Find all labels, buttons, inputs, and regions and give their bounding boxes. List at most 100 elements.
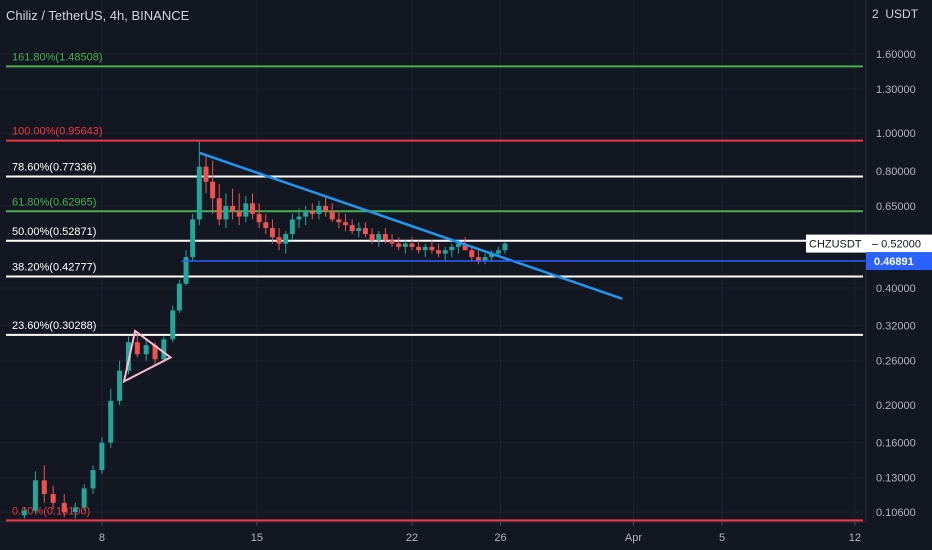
candle-body	[495, 250, 501, 254]
candle-body	[170, 310, 176, 340]
candle-body	[81, 488, 87, 508]
support-price-tag-box	[866, 252, 932, 271]
candle-body	[436, 250, 442, 254]
candle-body	[134, 342, 140, 355]
price-axis-label: 0.13000	[876, 473, 916, 485]
candle-body	[396, 243, 402, 247]
candle-body	[349, 225, 355, 232]
candle-body	[502, 243, 508, 251]
price-axis-label: 0.20000	[876, 400, 916, 412]
price-axis-label: 0.32000	[876, 321, 916, 333]
time-axis-label: 5	[719, 532, 725, 544]
price-axis-label: 1.60000	[876, 49, 916, 61]
candle-body	[389, 240, 395, 244]
candle-body	[152, 345, 158, 360]
candle-body	[210, 181, 216, 199]
fib-level-label: 0.00%(0.10100)	[12, 505, 90, 517]
price-tags: CHZUSDT– 0.5200002:58:180.46891	[806, 234, 932, 271]
currency-label[interactable]: 2 USDT	[872, 7, 918, 21]
candle-body	[269, 228, 275, 238]
candle-body	[196, 166, 202, 220]
fib-level-label: 161.80%(1.48508)	[12, 51, 103, 63]
last-price-tag-box	[866, 234, 932, 253]
candle-body	[316, 205, 322, 214]
candle-body	[72, 507, 78, 513]
fib-level-label: 38.20%(0.42777)	[12, 262, 96, 274]
candle-body	[256, 213, 262, 223]
price-axis-label: 0.80000	[876, 166, 916, 178]
candle-body	[61, 502, 67, 513]
candle-body	[90, 470, 96, 489]
time-axis-label: 12	[849, 532, 861, 544]
last-price-tag-text: – 0.52000	[872, 239, 921, 251]
candle-body	[41, 480, 47, 495]
fibonacci-retracement[interactable]: 161.80%(1.48508) 100.00%(0.95643) 78.60%(0…	[6, 51, 863, 522]
price-axis-label: 0.16000	[876, 438, 916, 450]
symbol-title[interactable]: Chiliz / TetherUS, 4h, BINANCE	[6, 8, 190, 23]
candle-body	[263, 222, 269, 229]
time-axis-label: 8	[99, 532, 105, 544]
support-price-tag-text: 0.46891	[874, 256, 914, 268]
candle-body	[230, 205, 236, 212]
candle-body	[475, 257, 481, 261]
candle-body	[125, 342, 131, 371]
price-axis-label: 0.40000	[876, 283, 916, 295]
time-axis-label: 26	[494, 532, 506, 544]
candle-body	[243, 203, 249, 217]
trendline[interactable]	[198, 151, 623, 300]
candle-body	[143, 345, 149, 355]
currency-prefix: 2	[872, 7, 879, 21]
time-axis-label: 22	[406, 532, 418, 544]
candle-body	[303, 211, 309, 217]
candle-body	[429, 246, 435, 251]
candle-body	[216, 198, 222, 220]
drawings[interactable]	[122, 151, 866, 384]
candle-body	[190, 219, 196, 258]
candle-body	[329, 211, 335, 220]
candle-body	[236, 211, 242, 217]
candle-body	[50, 494, 56, 503]
time-axis-label: Apr	[625, 532, 642, 544]
price-axis[interactable]: 1.60000 1.30000 1.00000 0.80000 0.65000 0.400…	[876, 49, 916, 519]
fib-level-label: 78.60%(0.77336)	[12, 162, 96, 174]
candle-body	[289, 219, 295, 235]
price-axis-label: 0.26000	[876, 356, 916, 368]
candle-body	[276, 237, 282, 244]
candle-body	[283, 234, 289, 244]
candle-body	[343, 222, 349, 226]
price-axis-label: 1.00000	[876, 128, 916, 140]
candle-body	[161, 339, 167, 360]
fib-level-label: 61.80%(0.62965)	[12, 196, 96, 208]
candle-body	[336, 219, 342, 223]
symbol-tag-text: CHZUSDT	[809, 239, 862, 251]
symbol-tag-box	[806, 234, 866, 253]
fib-level-label: 50.00%(0.52871)	[12, 226, 96, 238]
candle-body	[249, 203, 255, 214]
candle-body	[32, 480, 38, 511]
candle-body	[409, 243, 415, 247]
time-axis[interactable]: 8 15 22 26 Apr 5 12	[99, 522, 861, 544]
price-axis-label: 1.30000	[876, 84, 916, 96]
price-axis-label: 0.65000	[876, 201, 916, 213]
candle-body	[296, 216, 302, 220]
candle-body	[323, 205, 329, 212]
candle-body	[482, 257, 488, 261]
candle-body	[176, 283, 182, 311]
candle-body	[422, 246, 428, 251]
candle-body	[99, 442, 105, 471]
candle-body	[489, 253, 495, 258]
candle-body	[455, 243, 461, 247]
candle-body	[376, 234, 382, 241]
time-axis-label: 15	[251, 532, 263, 544]
triangle-pattern[interactable]	[122, 329, 173, 384]
currency-code: USDT	[885, 7, 919, 21]
candle-body	[309, 211, 315, 214]
candle-body	[369, 234, 375, 241]
candle-body	[203, 166, 209, 182]
candle-body	[183, 257, 189, 284]
candle-body	[449, 246, 455, 251]
candle-body	[416, 246, 422, 251]
candle-body	[223, 205, 229, 220]
